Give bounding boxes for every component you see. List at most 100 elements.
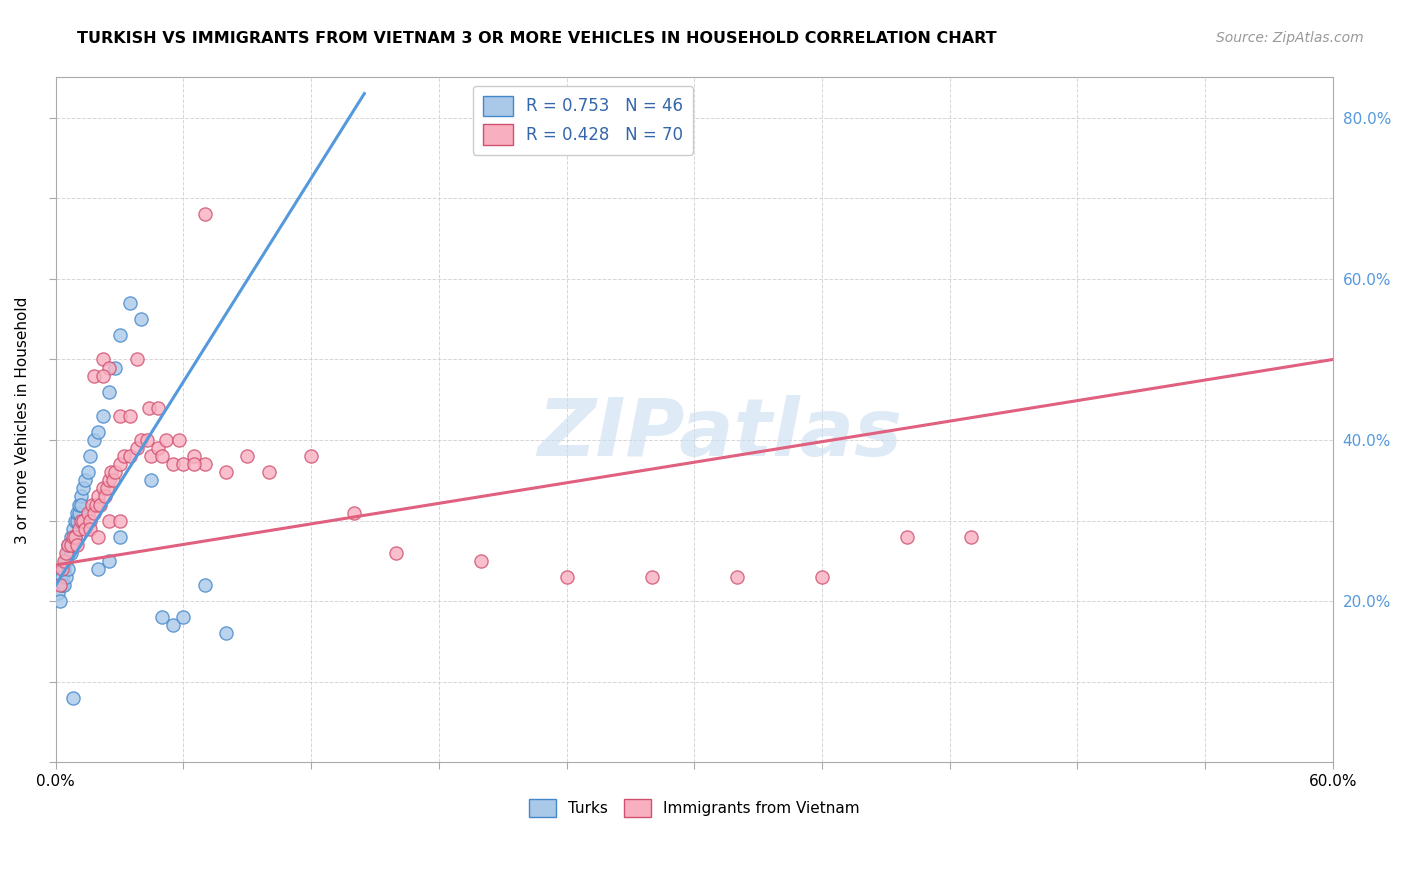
Point <box>150 610 173 624</box>
Point <box>87 425 110 439</box>
Point <box>51 562 73 576</box>
Point <box>72 514 94 528</box>
Point <box>172 610 194 624</box>
Point <box>59 546 82 560</box>
Point <box>55 554 77 568</box>
Point <box>83 506 105 520</box>
Point <box>83 368 105 383</box>
Point <box>172 457 194 471</box>
Point <box>49 578 72 592</box>
Point <box>215 466 238 480</box>
Point <box>725 570 748 584</box>
Point <box>236 449 259 463</box>
Point <box>83 433 105 447</box>
Point <box>194 207 217 221</box>
Point <box>75 522 97 536</box>
Point <box>125 352 148 367</box>
Point <box>108 530 131 544</box>
Point <box>80 498 103 512</box>
Point <box>91 409 114 423</box>
Point <box>108 514 131 528</box>
Point <box>84 498 107 512</box>
Point <box>299 449 322 463</box>
Point <box>53 554 76 568</box>
Point <box>51 570 73 584</box>
Point <box>79 449 101 463</box>
Point <box>112 449 135 463</box>
Point <box>87 530 110 544</box>
Point <box>125 441 148 455</box>
Point <box>108 457 131 471</box>
Point <box>101 474 124 488</box>
Point <box>104 466 127 480</box>
Point <box>167 433 190 447</box>
Point <box>58 562 80 576</box>
Point <box>53 562 76 576</box>
Point <box>141 449 163 463</box>
Point <box>66 506 89 520</box>
Point <box>66 538 89 552</box>
Point <box>91 368 114 383</box>
Point <box>120 449 142 463</box>
Point <box>46 586 69 600</box>
Point <box>51 578 73 592</box>
Point <box>58 546 80 560</box>
Point <box>70 514 93 528</box>
Point <box>62 538 84 552</box>
Point <box>97 360 120 375</box>
Point <box>129 433 152 447</box>
Point <box>136 433 159 447</box>
Point <box>91 482 114 496</box>
Point <box>75 474 97 488</box>
Point <box>62 522 84 536</box>
Point <box>150 449 173 463</box>
Point <box>385 546 408 560</box>
Point <box>49 594 72 608</box>
Point <box>55 570 77 584</box>
Point <box>108 328 131 343</box>
Point <box>104 360 127 375</box>
Point <box>63 530 86 544</box>
Point <box>67 498 90 512</box>
Point <box>100 466 122 480</box>
Point <box>66 514 89 528</box>
Point <box>97 474 120 488</box>
Point <box>183 449 205 463</box>
Point <box>194 578 217 592</box>
Point <box>155 433 177 447</box>
Text: ZIPatlas: ZIPatlas <box>537 394 903 473</box>
Point <box>141 474 163 488</box>
Point <box>811 570 834 584</box>
Point <box>58 538 80 552</box>
Point <box>129 312 152 326</box>
Point <box>194 457 217 471</box>
Point <box>96 482 118 496</box>
Point <box>70 498 93 512</box>
Legend: Turks, Immigrants from Vietnam: Turks, Immigrants from Vietnam <box>523 792 866 823</box>
Point <box>120 409 142 423</box>
Point <box>343 506 366 520</box>
Point <box>62 530 84 544</box>
Point <box>97 554 120 568</box>
Point <box>53 578 76 592</box>
Point <box>76 466 98 480</box>
Point <box>67 522 90 536</box>
Point <box>79 514 101 528</box>
Text: TURKISH VS IMMIGRANTS FROM VIETNAM 3 OR MORE VEHICLES IN HOUSEHOLD CORRELATION C: TURKISH VS IMMIGRANTS FROM VIETNAM 3 OR … <box>77 31 997 46</box>
Point <box>58 538 80 552</box>
Point <box>70 490 93 504</box>
Point <box>120 296 142 310</box>
Point <box>67 506 90 520</box>
Point <box>146 441 169 455</box>
Point <box>63 514 86 528</box>
Point <box>896 530 918 544</box>
Point <box>138 401 160 415</box>
Point <box>59 530 82 544</box>
Point <box>162 457 184 471</box>
Point <box>55 546 77 560</box>
Point <box>62 690 84 705</box>
Point <box>72 482 94 496</box>
Point <box>87 562 110 576</box>
Text: Source: ZipAtlas.com: Source: ZipAtlas.com <box>1216 31 1364 45</box>
Point <box>89 498 111 512</box>
